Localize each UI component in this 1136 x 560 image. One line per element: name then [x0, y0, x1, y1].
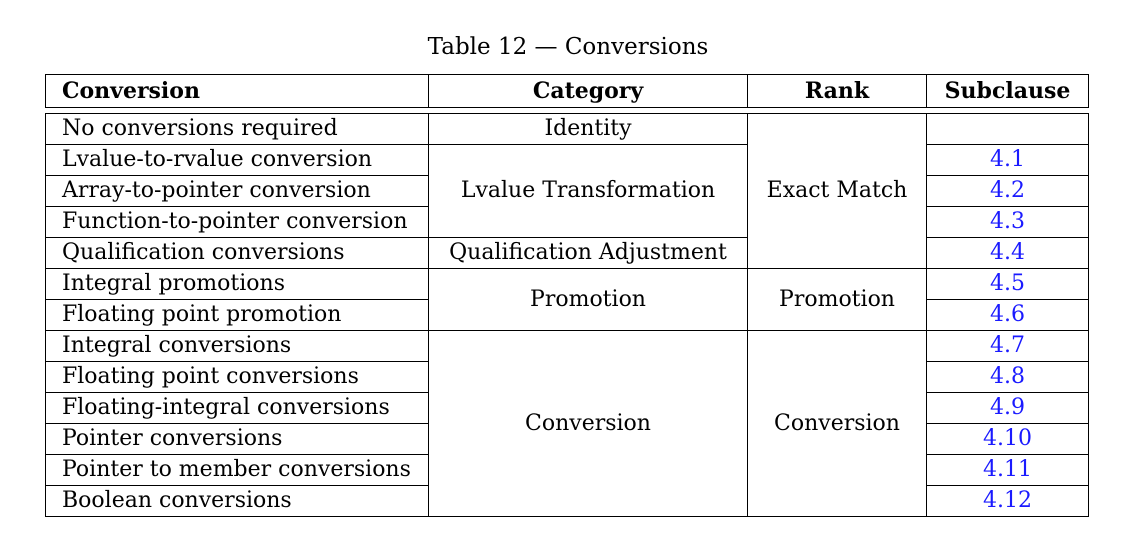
table-row: No conversions required Identity Exact M… [45, 113, 1089, 269]
conversion-cell: Array-to-pointer conversion [45, 175, 429, 207]
conversion-cell: Floating-integral conversions [45, 392, 429, 424]
conversions-table: No conversions required Identity Exact M… [45, 113, 1089, 517]
header-category: Category [428, 74, 748, 108]
conversion-cell: Lvalue-to-rvalue conversion [45, 144, 429, 176]
table-row: Qualification conversions Qualification … [45, 237, 1089, 269]
conversion-cell: Pointer conversions [45, 423, 429, 455]
conversion-cell: Floating point promotion [45, 299, 429, 331]
table-row: Integral promotions Promotion Promotion … [45, 268, 1089, 331]
conversion-cell: No conversions required [45, 113, 429, 145]
subclause-link[interactable]: 4.12 [926, 485, 1089, 517]
rank-cell: Exact Match [747, 113, 927, 269]
subclause-link[interactable]: 4.11 [926, 454, 1089, 486]
subclause-link[interactable]: 4.9 [926, 392, 1089, 424]
category-cell: Promotion [428, 268, 748, 331]
header-conversion: Conversion [45, 74, 429, 108]
rank-cell: Promotion [747, 268, 927, 331]
table-row: Lvalue-to-rvalue conversion Lvalue Trans… [45, 144, 1089, 238]
subclause-cell [926, 113, 1089, 145]
conversion-cell: Qualification conversions [45, 237, 429, 269]
category-cell: Identity [428, 113, 748, 145]
table-row: Pointer conversions 4.10 [45, 423, 1089, 455]
table-row: Floating-integral conversions 4.9 [45, 392, 1089, 424]
subclause-link[interactable]: 4.7 [926, 330, 1089, 362]
subclause-link[interactable]: 4.10 [926, 423, 1089, 455]
table-caption: Table 12 — Conversions [427, 34, 709, 60]
table-header: Conversion Category Rank Subclause [45, 74, 1089, 108]
category-cell: Conversion [428, 330, 748, 517]
table-row: Array-to-pointer conversion 4.2 [45, 175, 1089, 207]
header-row: Conversion Category Rank Subclause [45, 74, 1089, 108]
subclause-link[interactable]: 4.2 [926, 175, 1089, 207]
conversion-cell: Floating point conversions [45, 361, 429, 393]
subclause-link[interactable]: 4.3 [926, 206, 1089, 238]
subclause-link[interactable]: 4.1 [926, 144, 1089, 176]
table-row: Integral conversions Conversion Conversi… [45, 330, 1089, 517]
subclause-link[interactable]: 4.6 [926, 299, 1089, 331]
conversion-cell: Integral conversions [45, 330, 429, 362]
header-rank: Rank [747, 74, 927, 108]
conversion-cell: Pointer to member conversions [45, 454, 429, 486]
conversion-cell: Function-to-pointer conversion [45, 206, 429, 238]
category-cell: Lvalue Transformation [428, 144, 748, 238]
subclause-link[interactable]: 4.8 [926, 361, 1089, 393]
conversion-cell: Integral promotions [45, 268, 429, 300]
rank-cell: Conversion [747, 330, 927, 517]
conversion-cell: Boolean conversions [45, 485, 429, 517]
table-row: Boolean conversions 4.12 [45, 485, 1089, 517]
table-row: Pointer to member conversions 4.11 [45, 454, 1089, 486]
subclause-link[interactable]: 4.4 [926, 237, 1089, 269]
category-cell: Qualification Adjustment [428, 237, 748, 269]
subclause-link[interactable]: 4.5 [926, 268, 1089, 300]
header-subclause: Subclause [926, 74, 1089, 108]
